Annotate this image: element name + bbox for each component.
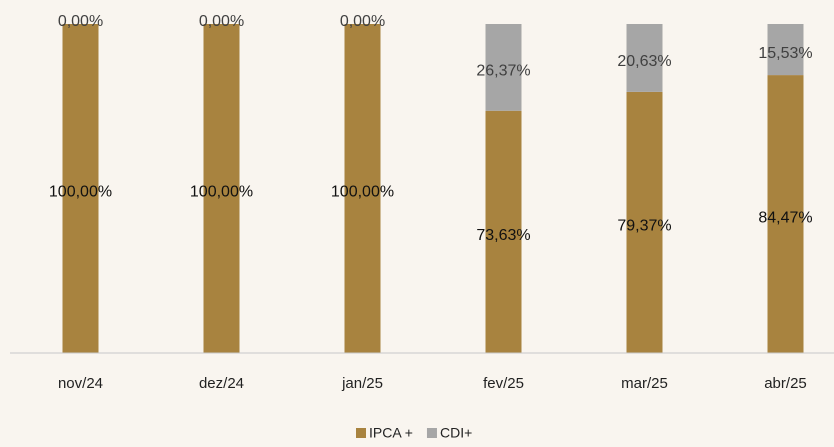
bar-segment xyxy=(485,110,522,354)
data-label: 100,00% xyxy=(49,184,112,201)
data-label: 15,53% xyxy=(758,45,812,62)
x-tick-label: abr/25 xyxy=(764,375,807,392)
x-tick-label: mar/25 xyxy=(621,375,668,392)
bar-segment xyxy=(626,91,663,353)
x-tick-label: fev/25 xyxy=(483,375,524,392)
bar-segment xyxy=(62,24,99,353)
data-label: 0,00% xyxy=(199,13,244,30)
x-tick-label: jan/25 xyxy=(341,375,383,392)
data-label: 79,37% xyxy=(617,218,671,235)
data-label: 0,00% xyxy=(58,13,103,30)
bar-segment xyxy=(626,24,663,92)
bar-segment xyxy=(767,75,804,354)
x-tick-label: dez/24 xyxy=(199,375,244,392)
data-label: 20,63% xyxy=(617,53,671,70)
legend-swatch xyxy=(426,428,437,438)
data-label: 0,00% xyxy=(340,13,385,30)
data-label: 73,63% xyxy=(476,227,530,244)
bar-segment xyxy=(767,24,804,76)
bar-segment xyxy=(344,24,381,353)
data-label: 100,00% xyxy=(331,184,394,201)
bar-segment xyxy=(485,24,522,111)
data-label: 84,47% xyxy=(758,209,812,226)
legend-label: IPCA + xyxy=(369,425,413,441)
legend-label: CDI+ xyxy=(440,425,472,441)
x-tick-label: nov/24 xyxy=(58,375,103,392)
legend-swatch xyxy=(356,428,366,438)
data-label: 26,37% xyxy=(476,63,530,80)
bar-segment xyxy=(203,24,240,353)
data-label: 100,00% xyxy=(190,184,253,201)
